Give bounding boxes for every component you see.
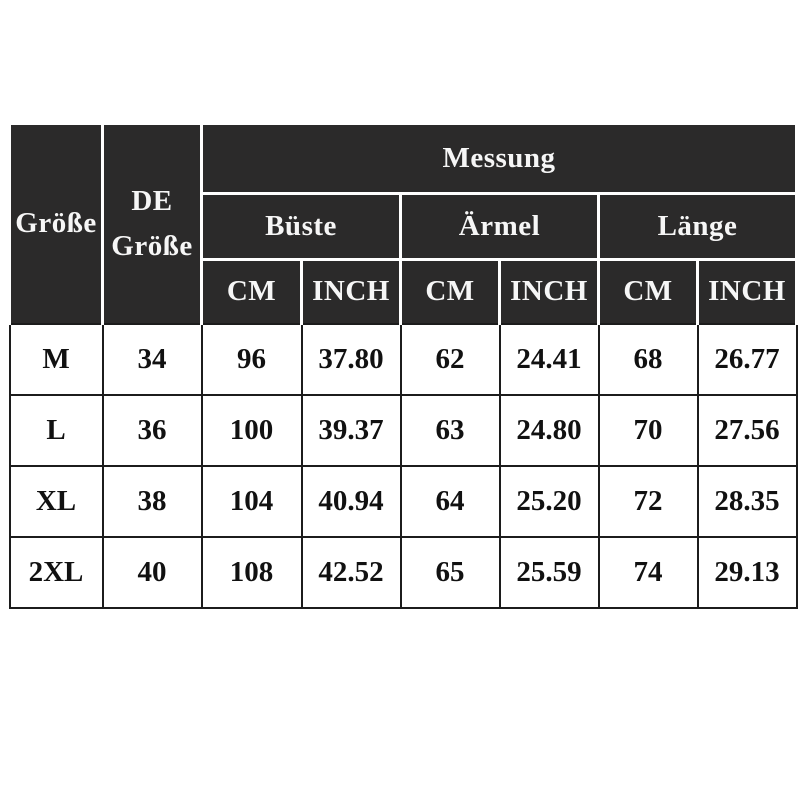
cell-length-cm: 68: [597, 322, 699, 396]
cell-sleeve-cm: 65: [399, 535, 501, 609]
cell-de-size: 38: [101, 464, 203, 538]
header-cell-unit-inch-bueste: INCH: [300, 258, 402, 325]
header-cell-unit-inch-laenge: INCH: [695, 258, 799, 325]
header-cell-unit-cm-laenge: CM: [597, 258, 699, 325]
cell-sleeve-inch: 25.20: [498, 464, 600, 538]
cell-de-size: 40: [101, 535, 203, 609]
header-cell-unit-cm-aermel: CM: [399, 258, 501, 325]
cell-bust-cm: 108: [200, 535, 303, 609]
header-cell-messung: Messung: [199, 122, 799, 195]
cell-sleeve-inch: 24.80: [498, 393, 600, 467]
cell-sleeve-cm: 62: [399, 322, 501, 396]
cell-length-inch: 29.13: [696, 535, 798, 609]
cell-sleeve-cm: 64: [399, 464, 501, 538]
cell-sleeve-inch: 24.41: [498, 322, 600, 396]
de-size-line1: DE: [131, 184, 173, 217]
cell-bust-cm: 100: [200, 393, 303, 467]
table-row-size-2xl: 2XL 40 108 42.52 65 25.59 74 29.13: [8, 535, 798, 609]
cell-sleeve-cm: 63: [399, 393, 501, 467]
header-cell-laenge: Länge: [596, 192, 799, 261]
cell-length-cm: 70: [597, 393, 699, 467]
table-row-size-m: M 34 96 37.80 62 24.41 68 26.77: [8, 322, 798, 396]
header-cell-aermel: Ärmel: [399, 192, 600, 261]
cell-length-inch: 27.56: [696, 393, 798, 467]
cell-length-cm: 74: [597, 535, 699, 609]
cell-size: M: [8, 322, 104, 396]
cell-bust-cm: 96: [200, 322, 303, 396]
header-row-measurement: Größe DE Größe Messung: [8, 122, 799, 325]
cell-length-inch: 28.35: [696, 464, 798, 538]
header-cell-size: Größe: [8, 122, 104, 325]
table-row-size-xl: XL 38 104 40.94 64 25.20 72 28.35: [8, 464, 798, 538]
cell-size: XL: [8, 464, 104, 538]
size-chart-table: Größe DE Größe Messung Büste Ärmel Länge…: [8, 122, 799, 609]
header-row-groups: Büste Ärmel Länge: [10, 192, 799, 261]
de-size-line2: Größe: [111, 229, 193, 262]
cell-length-cm: 72: [597, 464, 699, 538]
cell-bust-cm: 104: [200, 464, 303, 538]
cell-bust-inch: 40.94: [300, 464, 402, 538]
table-row-size-l: L 36 100 39.37 63 24.80 70 27.56: [8, 393, 798, 467]
header-cell-unit-cm-bueste: CM: [200, 258, 303, 325]
header-cell-unit-inch-aermel: INCH: [498, 258, 600, 325]
header-row-units: CM INCH CM INCH CM INCH: [10, 258, 799, 325]
cell-bust-inch: 39.37: [300, 393, 402, 467]
cell-size: L: [8, 393, 104, 467]
cell-bust-inch: 42.52: [300, 535, 402, 609]
cell-de-size: 34: [101, 322, 203, 396]
cell-length-inch: 26.77: [696, 322, 798, 396]
header-cell-bueste: Büste: [200, 192, 402, 261]
cell-de-size: 36: [101, 393, 203, 467]
cell-bust-inch: 37.80: [300, 322, 402, 396]
cell-size: 2XL: [8, 535, 104, 609]
header-cell-de-size: DE Größe: [101, 122, 203, 325]
cell-sleeve-inch: 25.59: [498, 535, 600, 609]
